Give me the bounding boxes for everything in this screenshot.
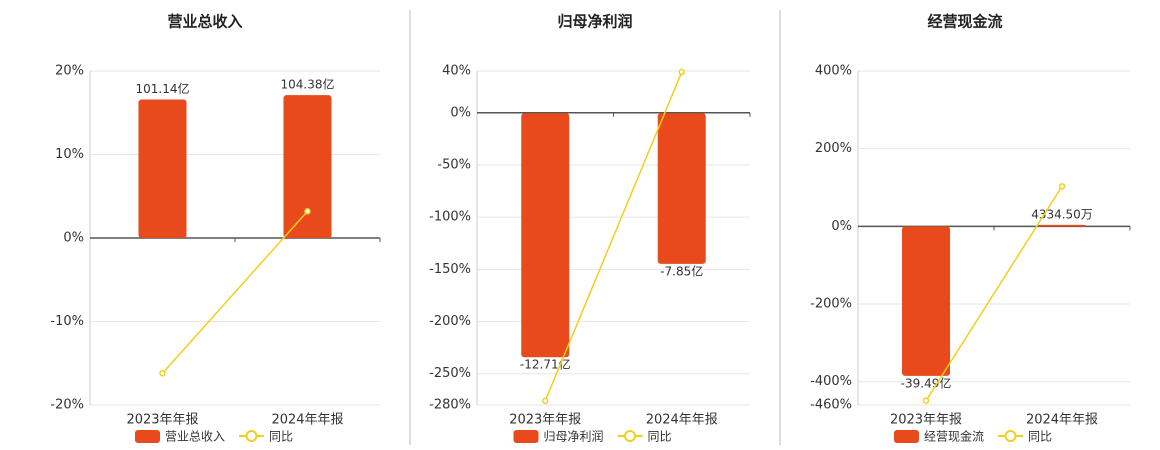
value-label: 104.38亿: [281, 77, 335, 92]
x-tick-label: 2023年年报: [509, 413, 581, 428]
line: [925, 185, 1063, 402]
line-point: [304, 208, 311, 215]
y-tick-label: 10%: [55, 147, 84, 162]
value-label: -39.49亿: [901, 375, 952, 390]
y-tick-label: -250%: [429, 366, 471, 381]
y-tick-label: 0%: [831, 219, 852, 234]
y-tick-label: -200%: [429, 314, 471, 329]
line-point: [678, 68, 685, 76]
y-tick-label: 0%: [450, 105, 471, 120]
bar: [1038, 224, 1086, 227]
chart-title: 归母净利润: [557, 13, 632, 31]
legend-swatch: [245, 430, 258, 442]
bar: [521, 113, 570, 358]
legend-label: 营业总收入: [165, 430, 225, 444]
legend-label: 经营现金流: [924, 429, 984, 444]
x-tick-label: 2024年年报: [271, 413, 343, 428]
chart-title: 营业总收入: [167, 13, 242, 31]
value-label: -12.71亿: [520, 357, 571, 372]
legend-swatch: [513, 430, 539, 443]
legend-swatch: [894, 430, 919, 443]
bar: [283, 95, 332, 239]
y-tick-label: -400%: [810, 374, 852, 389]
y-tick-label: 0%: [63, 231, 84, 246]
y-tick-label: -20%: [50, 398, 84, 413]
y-tick-label: 200%: [815, 141, 852, 156]
y-tick-label: 400%: [815, 64, 852, 79]
y-tick-label: -100%: [429, 210, 471, 225]
x-tick-label: 2023年年报: [890, 413, 962, 428]
x-tick-label: 2024年年报: [1026, 413, 1098, 428]
legend-swatch: [1004, 430, 1017, 442]
y-tick-label: -50%: [437, 157, 471, 172]
bar: [138, 99, 187, 238]
line-point: [159, 370, 166, 377]
line-point: [922, 397, 930, 404]
legend-swatch: [624, 430, 637, 442]
y-tick-label: 40%: [442, 64, 471, 79]
line: [544, 71, 683, 402]
legend-label: 归母净利润: [544, 430, 604, 444]
y-tick-label: -460%: [810, 398, 852, 413]
legend-label: 同比: [269, 430, 293, 444]
line: [161, 210, 309, 374]
y-tick-label: -200%: [810, 297, 852, 312]
legend-swatch: [135, 430, 160, 443]
x-tick-label: 2023年年报: [126, 413, 198, 428]
value-label: 101.14亿: [136, 81, 190, 96]
line-point: [542, 397, 549, 405]
chart-title: 经营现金流: [927, 13, 1002, 31]
x-tick-label: 2024年年报: [646, 413, 718, 428]
line-point: [1058, 183, 1066, 190]
bar: [657, 113, 706, 264]
legend-label: 同比: [648, 430, 672, 444]
value-label: -7.85亿: [660, 263, 703, 278]
y-tick-label: 20%: [55, 64, 84, 79]
legend-label: 同比: [1028, 430, 1052, 444]
y-tick-label: -10%: [50, 314, 84, 329]
y-tick-label: -280%: [429, 398, 471, 413]
bar: [902, 226, 950, 376]
y-tick-label: -150%: [429, 262, 471, 277]
